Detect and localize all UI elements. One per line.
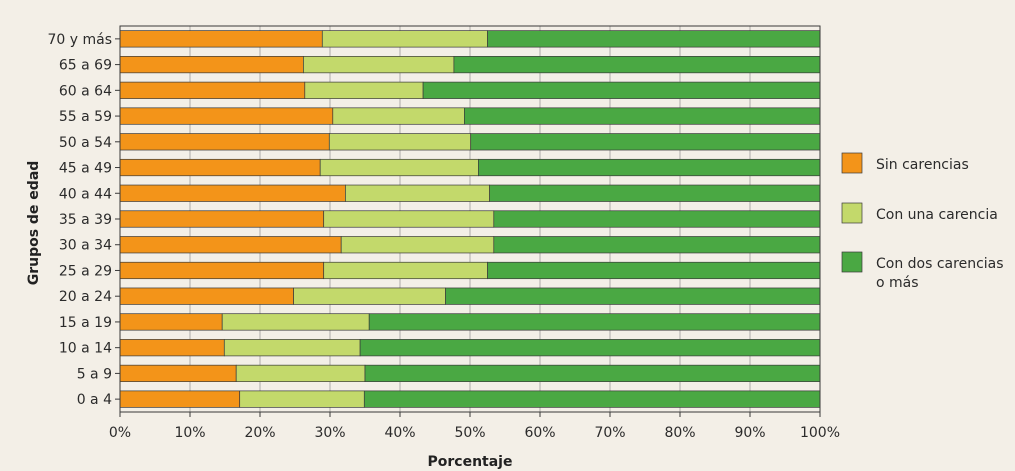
y-tick-label: 5 a 9 — [77, 366, 112, 382]
bar-segment — [363, 390, 821, 408]
bar-segment — [119, 261, 325, 280]
bar-segment — [487, 30, 821, 48]
bar-segment — [303, 56, 455, 74]
bar-segment — [332, 107, 465, 125]
bar-segment — [119, 390, 241, 408]
bar-segment — [478, 158, 821, 177]
bar-segment — [119, 364, 237, 382]
bar-segment — [328, 133, 472, 151]
x-tick-label: 0% — [109, 425, 131, 441]
bar-segment — [493, 210, 821, 228]
legend-label: Con dos carencias — [876, 256, 1004, 272]
bar-segment — [445, 287, 821, 305]
bar-segment — [119, 107, 334, 125]
y-tick-label: 70 y más — [47, 32, 112, 48]
legend: Sin carencias Con una carencia Con dos car… — [841, 152, 1004, 291]
bar-segment — [345, 184, 490, 202]
bar-segment — [364, 364, 821, 382]
bar-segment — [119, 210, 325, 228]
bar-segment — [223, 339, 361, 357]
y-tick-label: 50 a 54 — [59, 135, 112, 151]
bar-segment — [293, 287, 446, 305]
bar-segment — [323, 261, 488, 280]
y-tick-label: 20 a 24 — [59, 289, 112, 305]
x-tick-label: 40% — [384, 425, 415, 441]
legend-swatch — [841, 251, 863, 273]
y-tick-label: 55 a 59 — [59, 109, 112, 125]
x-tick-label: 10% — [174, 425, 205, 441]
bar-segment — [119, 81, 306, 99]
x-tick-label: 50% — [454, 425, 485, 441]
bar-segment — [422, 81, 821, 99]
y-tick-label: 35 a 39 — [59, 212, 112, 228]
x-tick-label: 60% — [524, 425, 555, 441]
y-tick-label: 45 a 49 — [59, 161, 112, 177]
bar-segment — [119, 339, 225, 357]
bar-segment — [304, 81, 424, 99]
bar-segment — [453, 56, 821, 74]
y-tick-label: 15 a 19 — [59, 315, 112, 331]
legend-label: Con una carencia — [876, 207, 998, 223]
bar-segment — [235, 364, 366, 382]
bar-segment — [368, 313, 821, 331]
y-tick-label: 30 a 34 — [59, 238, 112, 254]
x-tick-label: 70% — [594, 425, 625, 441]
bar-segment — [119, 158, 321, 177]
y-tick-label: 10 a 14 — [59, 341, 112, 357]
bar-segment — [340, 236, 495, 254]
bar-segment — [359, 339, 821, 357]
bar-segment — [119, 30, 323, 48]
bar-segment — [119, 184, 346, 202]
bar-segment — [119, 236, 342, 254]
bar-segment — [239, 390, 365, 408]
x-tick-label: 30% — [314, 425, 345, 441]
legend-label: o más — [876, 275, 919, 291]
bar-segment — [493, 236, 821, 254]
bar-segment — [119, 313, 223, 331]
bars — [119, 30, 821, 408]
bar-segment — [464, 107, 821, 125]
x-tick-label: 20% — [244, 425, 275, 441]
bar-segment — [323, 210, 495, 228]
y-tick-label: 40 a 44 — [59, 186, 112, 202]
legend-label: Sin carencias — [876, 157, 969, 173]
bar-segment — [221, 313, 370, 331]
bar-segment — [119, 56, 304, 74]
y-tick-label: 25 a 29 — [59, 263, 112, 279]
y-tick-label: 65 a 69 — [59, 58, 112, 74]
bar-segment — [489, 184, 821, 202]
bar-segment — [487, 261, 821, 280]
tick-labels: 0% 10% 20% 30% 40% 50% 60% 70% 80% 90% 100% 0 a 4 5 … — [47, 32, 840, 441]
bar-segment — [470, 133, 821, 151]
x-tick-label: 80% — [664, 425, 695, 441]
legend-swatch — [841, 202, 863, 224]
axes — [115, 25, 821, 417]
x-tick-label: 100% — [800, 425, 840, 441]
x-tick-label: 90% — [734, 425, 765, 441]
bar-segment — [119, 287, 294, 305]
legend-swatch — [841, 152, 863, 174]
y-tick-label: 60 a 64 — [59, 83, 112, 99]
bar-segment — [321, 30, 488, 48]
x-axis-title: Porcentaje — [428, 454, 513, 470]
bar-segment — [319, 158, 479, 177]
y-tick-label: 0 a 4 — [77, 392, 112, 408]
bar-segment — [119, 133, 330, 151]
y-axis-title: Grupos de edad — [26, 161, 42, 286]
